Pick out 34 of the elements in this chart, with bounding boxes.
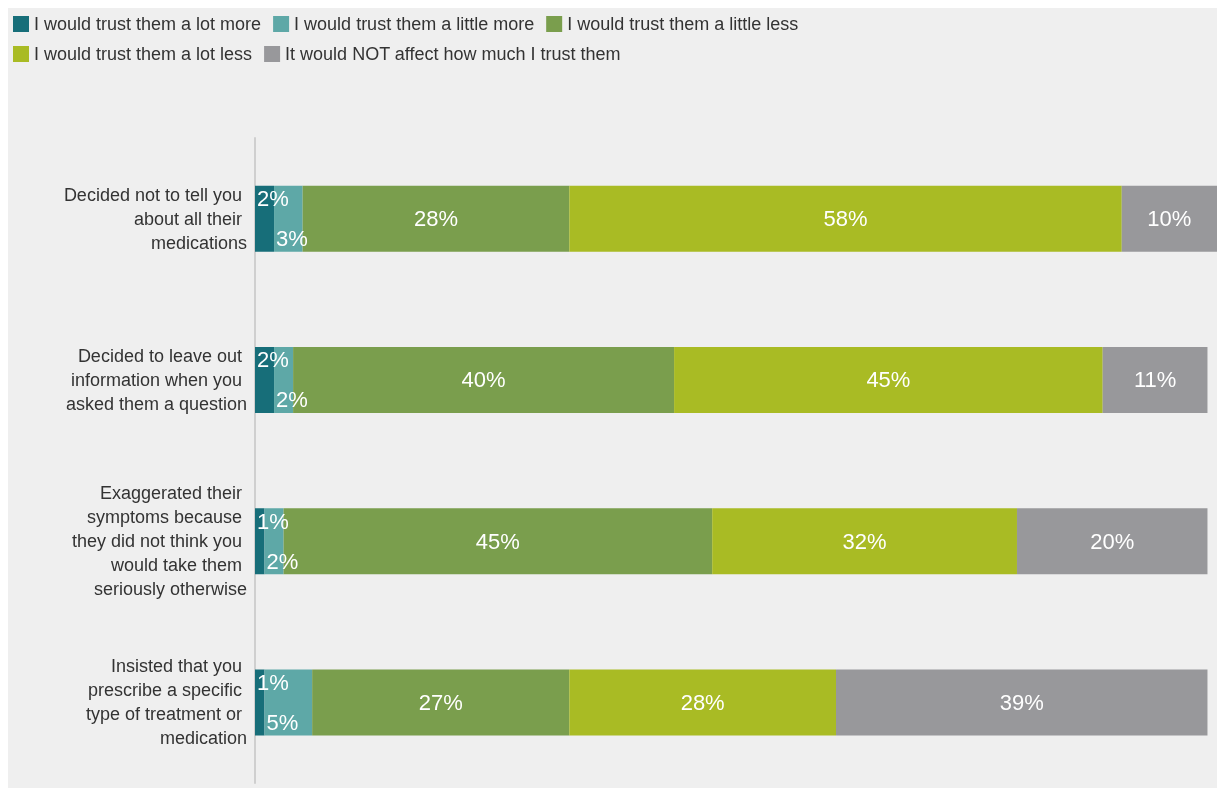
data-label: 20% xyxy=(1090,528,1135,554)
data-label: 27% xyxy=(418,689,463,715)
data-label: 32% xyxy=(842,528,887,554)
bar xyxy=(712,508,1017,575)
bar xyxy=(1121,185,1217,252)
data-label: 1% xyxy=(257,669,289,695)
data-label: 40% xyxy=(461,367,506,393)
data-label: 2% xyxy=(257,347,289,373)
bar xyxy=(569,669,837,736)
legend-label: I would trust them a lot more xyxy=(34,14,262,34)
legend-label: I would trust them a little more xyxy=(294,14,535,34)
bar xyxy=(1016,508,1208,575)
y-tick-label: Exaggerated their symptoms because they did not think you would take them seriously otherwise xyxy=(71,483,247,600)
data-label: 28% xyxy=(413,206,458,232)
data-label: 5% xyxy=(266,709,299,735)
bar xyxy=(836,669,1208,736)
data-label: 39% xyxy=(999,689,1044,715)
data-label: 45% xyxy=(475,528,520,554)
data-label: 2% xyxy=(257,186,289,212)
data-label: 28% xyxy=(680,689,725,715)
y-tick-label: Decided not to tell you about all their medications xyxy=(63,184,247,253)
legend-label: I would trust them a little less xyxy=(567,14,799,34)
legend-label: It would NOT affect how much I trust them xyxy=(285,44,621,64)
data-label: 11% xyxy=(1133,367,1177,393)
bar xyxy=(569,185,1122,252)
bar xyxy=(1102,346,1208,413)
legend-label: I would trust them a lot less xyxy=(34,44,253,64)
bar xyxy=(312,669,570,736)
bar xyxy=(674,346,1103,413)
data-label: 10% xyxy=(1147,206,1192,232)
data-label: 58% xyxy=(823,206,868,232)
data-label: 45% xyxy=(866,367,911,393)
y-tick-label: Decided to leave out information when you asked them a question xyxy=(65,345,247,414)
y-tick-label: Insisted that you prescribe a specific type of treatment or medication xyxy=(85,656,247,749)
